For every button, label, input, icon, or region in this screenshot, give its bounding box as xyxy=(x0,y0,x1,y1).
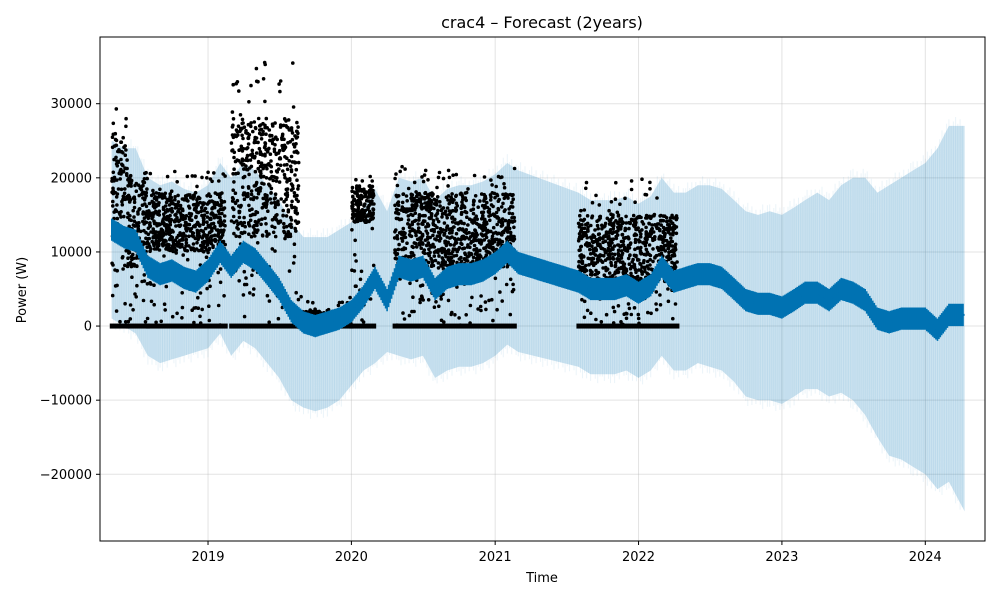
y-tick-label: −10000 xyxy=(40,394,92,409)
uncertainty-band-area xyxy=(111,125,965,512)
y-tick-label: 20000 xyxy=(51,171,92,186)
plot-frame xyxy=(99,36,986,542)
x-axis-label: Time xyxy=(525,571,558,586)
chart-title: crac4 – Forecast (2years) xyxy=(441,13,643,32)
y-tick-label: 30000 xyxy=(51,97,92,112)
x-tick-label: 2023 xyxy=(765,550,798,565)
y-axis: −20000 −10000 0 10000 20000 30000 xyxy=(40,97,100,483)
x-tick-label: 2019 xyxy=(191,550,224,565)
forecast-trend-line xyxy=(111,228,965,331)
y-axis-label: Power (W) xyxy=(15,257,30,323)
forecast-line xyxy=(111,218,965,341)
y-tick-label: 0 xyxy=(84,320,92,335)
x-tick-label: 2020 xyxy=(335,550,368,565)
x-tick-label: 2021 xyxy=(479,550,512,565)
x-axis: 2019 2020 2021 2022 2023 2024 xyxy=(191,541,942,565)
x-tick-label: 2022 xyxy=(622,550,655,565)
y-tick-label: −20000 xyxy=(40,468,92,483)
x-tick-label: 2024 xyxy=(909,550,942,565)
y-tick-label: 10000 xyxy=(51,245,92,260)
